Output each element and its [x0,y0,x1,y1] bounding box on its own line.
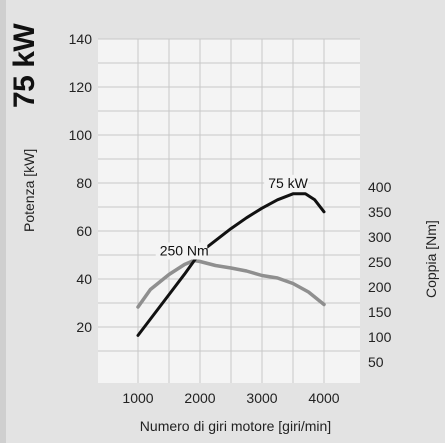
torque-curve-line [136,258,326,309]
y-left-tick-label: 40 [76,271,92,287]
x-axis-label-wrap: Numero di giri motore [giri/min] [0,418,445,434]
y-left-tick-label: 20 [76,319,92,335]
y-right-tick-label: 100 [368,329,392,345]
y-right-tick-label: 400 [368,179,392,195]
peak-power-label: 75 kW [268,175,308,191]
plot-area [98,39,360,383]
left-rail [0,0,6,443]
power-curve-line [136,192,326,337]
x-tick-label: 4000 [308,390,339,406]
y-left-tick-label: 120 [69,79,93,95]
y-right-tick-label: 300 [368,229,392,245]
y-right-tick-label: 200 [368,279,392,295]
y-right-tick-label: 50 [368,354,384,370]
x-tick-label: 3000 [246,390,277,406]
annotation-bg [264,174,309,192]
y-left-tick-label: 140 [69,31,93,47]
y-right-tick-label: 350 [368,204,392,220]
x-tick-label: 1000 [122,390,153,406]
y-left-tick-label: 100 [69,127,93,143]
y-right-tick-label: 250 [368,254,392,270]
y-right-tick-label: 150 [368,304,392,320]
y-left-tick-label: 80 [76,175,92,191]
y-axis-right-label: Coppia [Nm] [423,220,439,298]
x-tick-label: 2000 [184,390,215,406]
y-axis-left-label: Potenza [kW] [21,148,37,232]
annotation-bg [155,242,208,260]
y-left-tick-label: 60 [76,223,92,239]
power-badge: 75 kW [8,23,41,108]
x-axis-label: Numero di giri motore [giri/min] [139,418,332,434]
peak-torque-label: 250 Nm [160,243,209,259]
